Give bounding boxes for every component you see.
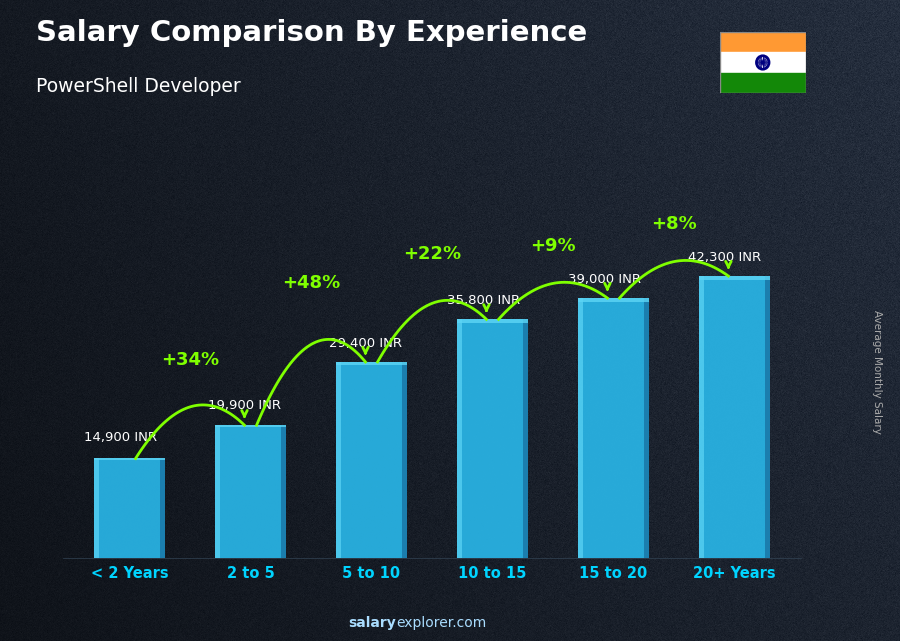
- Text: +34%: +34%: [161, 351, 219, 369]
- Bar: [699, 276, 770, 280]
- Text: 39,000 INR: 39,000 INR: [568, 273, 641, 286]
- Bar: [215, 425, 285, 558]
- Bar: [579, 298, 649, 302]
- Text: salary: salary: [348, 616, 396, 630]
- Text: +22%: +22%: [403, 245, 461, 263]
- Bar: [215, 425, 285, 427]
- Text: Average Monthly Salary: Average Monthly Salary: [872, 310, 883, 434]
- Bar: [524, 319, 527, 558]
- Bar: [94, 458, 165, 460]
- Bar: [337, 362, 407, 558]
- Bar: [457, 319, 527, 558]
- Bar: [579, 298, 582, 558]
- Bar: [644, 298, 649, 558]
- Text: explorer.com: explorer.com: [396, 616, 486, 630]
- Text: 42,300 INR: 42,300 INR: [688, 251, 761, 264]
- Bar: [720, 53, 806, 72]
- Text: PowerShell Developer: PowerShell Developer: [36, 77, 241, 96]
- Text: Salary Comparison By Experience: Salary Comparison By Experience: [36, 19, 587, 47]
- Bar: [337, 362, 407, 365]
- Text: 35,800 INR: 35,800 INR: [446, 294, 519, 308]
- Bar: [94, 458, 99, 558]
- Text: 14,900 INR: 14,900 INR: [84, 431, 157, 444]
- Bar: [457, 319, 527, 323]
- Bar: [160, 458, 165, 558]
- Text: 29,400 INR: 29,400 INR: [329, 337, 402, 350]
- Bar: [720, 32, 806, 53]
- Bar: [337, 362, 340, 558]
- Bar: [94, 458, 165, 558]
- Bar: [282, 425, 285, 558]
- Bar: [457, 319, 462, 558]
- Bar: [579, 298, 649, 558]
- Bar: [699, 276, 770, 558]
- Text: +9%: +9%: [530, 237, 576, 254]
- Bar: [215, 425, 220, 558]
- Bar: [699, 276, 704, 558]
- Text: +48%: +48%: [282, 274, 340, 292]
- Text: +8%: +8%: [651, 215, 697, 233]
- Circle shape: [761, 62, 764, 63]
- Text: 19,900 INR: 19,900 INR: [208, 399, 281, 412]
- Bar: [720, 72, 806, 93]
- Bar: [402, 362, 407, 558]
- Bar: [765, 276, 770, 558]
